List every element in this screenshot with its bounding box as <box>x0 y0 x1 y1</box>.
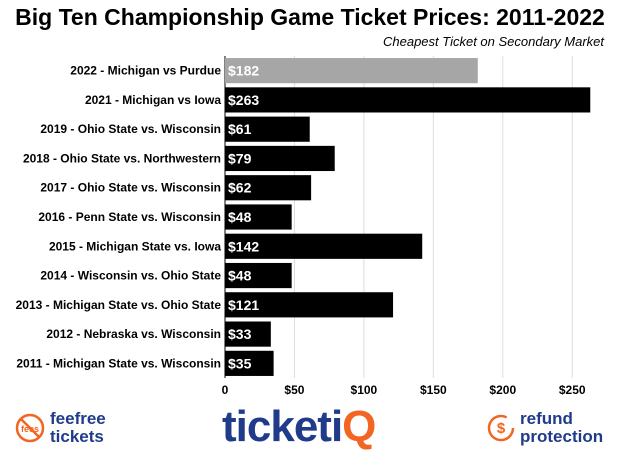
feefree-tickets-logo: fees feefree tickets <box>14 408 154 450</box>
refund-label: refund <box>520 409 573 428</box>
no-fees-icon: fees <box>15 413 45 443</box>
bar <box>225 87 591 113</box>
category-label: 2017 - Ohio State vs. Wisconsin <box>40 181 221 195</box>
bar <box>225 204 292 230</box>
fee-badge-text: fees <box>21 424 39 434</box>
bar <box>225 145 335 172</box>
bar-value-label: $33 <box>228 326 252 342</box>
refund-protection-logo: $ refund protection <box>486 408 616 450</box>
x-tick-labels: 0 $50 $100 $150 $200 $250 <box>222 383 586 397</box>
ticketiq-wordmark: ticketi <box>222 402 343 451</box>
bar-value-label: $142 <box>228 238 259 254</box>
chart-subtitle: Cheapest Ticket on Secondary Market <box>383 34 604 49</box>
category-label: 2015 - Michigan State vs. Iowa <box>49 239 221 253</box>
refund-dollar-text: $ <box>497 420 506 437</box>
x-tick-label: $200 <box>489 383 516 397</box>
chart-title: Big Ten Championship Game Ticket Prices:… <box>15 4 605 30</box>
x-tick-label: $150 <box>420 383 447 397</box>
category-label: 2022 - Michigan vs Purdue <box>70 64 221 78</box>
category-label: 2018 - Ohio State vs. Northwestern <box>23 151 221 165</box>
ticketiq-logo: ticketiQ <box>222 400 412 454</box>
bar-value-label: $182 <box>228 63 259 79</box>
ticketiq-q-mark: Q <box>342 402 376 451</box>
bar <box>225 175 312 201</box>
tickets-label: tickets <box>50 427 104 446</box>
x-tick-label: $50 <box>284 383 304 397</box>
bar-value-label: $48 <box>228 209 252 225</box>
feefree-label: feefree <box>50 409 106 428</box>
x-tick-label: $100 <box>351 383 378 397</box>
category-label: 2019 - Ohio State vs. Wisconsin <box>40 122 221 136</box>
x-tick-label: 0 <box>222 383 229 397</box>
bar-value-label: $61 <box>228 121 252 137</box>
bar-chart: $182 $263 $61 $79 $62 $48 $142 $48 $121 $33 $35 20… <box>16 56 591 397</box>
category-label: 2013 - Michigan State vs. Ohio State <box>16 298 222 312</box>
bar <box>225 233 423 259</box>
bar <box>225 262 292 289</box>
category-label: 2021 - Michigan vs Iowa <box>85 93 221 107</box>
bar <box>225 116 310 142</box>
bar-value-label: $121 <box>228 297 259 313</box>
protection-label: protection <box>520 427 604 446</box>
bar-value-label: $263 <box>228 92 259 108</box>
bar <box>225 350 274 376</box>
category-label: 2012 - Nebraska vs. Wisconsin <box>46 327 221 341</box>
category-label: 2011 - Michigan State vs. Wisconsin <box>16 356 221 370</box>
bar <box>225 58 478 84</box>
category-label: 2014 - Wisconsin vs. Ohio State <box>40 269 221 283</box>
category-labels: 2022 - Michigan vs Purdue 2021 - Michigan… <box>16 64 222 371</box>
bar-value-label: $35 <box>228 355 252 371</box>
x-tick-label: $250 <box>559 383 586 397</box>
bar-value-label: $79 <box>228 150 252 166</box>
bars: $182 $263 $61 $79 $62 $48 $142 $48 $121 $33 $35 <box>225 58 591 376</box>
category-label: 2016 - Penn State vs. Wisconsin <box>38 210 221 224</box>
bar-value-label: $62 <box>228 180 252 196</box>
bar <box>225 292 394 318</box>
bar-value-label: $48 <box>228 268 252 284</box>
bar <box>225 321 271 347</box>
refund-icon: $ <box>487 414 515 442</box>
